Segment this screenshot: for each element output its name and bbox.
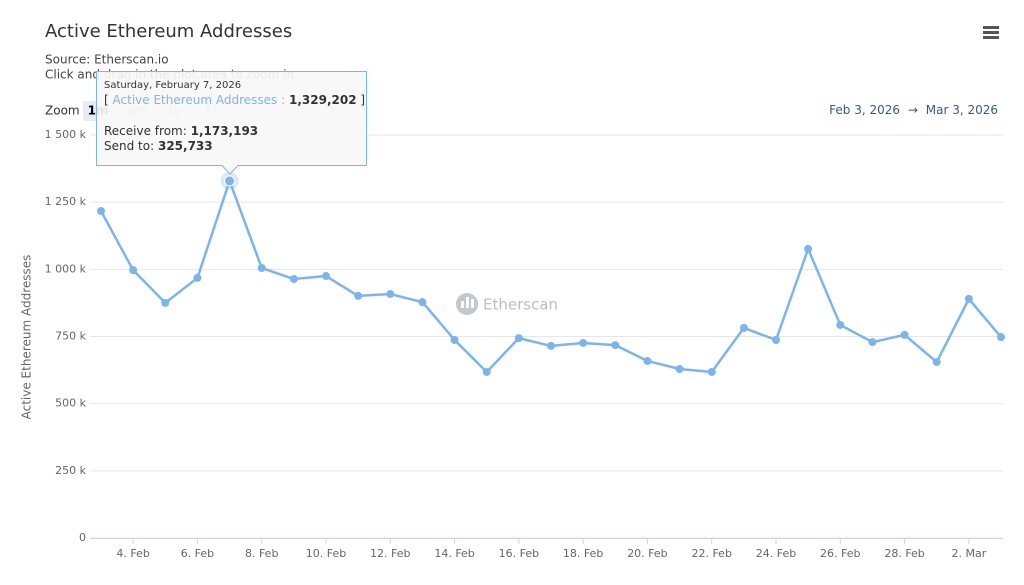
x-tick-label: 2. Mar <box>951 547 986 560</box>
tooltip-date: Saturday, February 7, 2026 <box>104 80 241 91</box>
data-point[interactable] <box>868 338 877 347</box>
data-point[interactable] <box>964 294 973 303</box>
tooltip-separator: : <box>281 93 285 107</box>
range-arrow: → <box>908 103 918 117</box>
chart-title: Active Ethereum Addresses <box>45 21 292 42</box>
tooltip-series-name: Active Ethereum Addresses <box>113 93 278 107</box>
zoom-label: Zoom <box>45 104 80 118</box>
tooltip-receive-value: 1,173,193 <box>191 124 259 138</box>
x-tick-label: 24. Feb <box>756 547 796 560</box>
y-tick-label: 0 <box>79 531 86 544</box>
x-tick-label: 26. Feb <box>820 547 860 560</box>
x-tick-label: 12. Feb <box>370 547 410 560</box>
watermark-text: Etherscan <box>483 296 558 314</box>
data-point[interactable] <box>129 266 138 275</box>
x-tick-label: 16. Feb <box>499 547 539 560</box>
data-point[interactable] <box>932 358 941 367</box>
data-point[interactable] <box>514 334 523 343</box>
x-tick-label: 8. Feb <box>245 547 278 560</box>
data-point[interactable] <box>97 207 105 216</box>
tooltip: Saturday, February 7, 2026 [ Active Ethe… <box>96 71 367 175</box>
chart-subtitle: Source: Etherscan.io <box>45 53 169 67</box>
data-point[interactable] <box>547 341 555 350</box>
tooltip-send: Send to: 325,733 <box>104 139 213 153</box>
data-point[interactable] <box>450 335 459 344</box>
x-tick-label: 20. Feb <box>627 547 667 560</box>
tooltip-open: [ <box>104 93 109 107</box>
data-point[interactable] <box>707 367 716 376</box>
x-tick-label: 10. Feb <box>306 547 346 560</box>
data-point[interactable] <box>354 291 363 300</box>
data-point[interactable] <box>900 330 909 339</box>
x-tick-label: 22. Feb <box>691 547 731 560</box>
x-tick-label: 6. Feb <box>181 547 214 560</box>
x-tick-label: 28. Feb <box>884 547 924 560</box>
tooltip-receive-label: Receive from: <box>104 124 187 138</box>
data-point[interactable] <box>386 290 395 299</box>
data-point[interactable] <box>739 323 748 332</box>
data-point[interactable] <box>772 335 780 344</box>
data-point[interactable] <box>997 333 1005 342</box>
y-tick-label: 250 k <box>55 464 86 477</box>
data-point[interactable] <box>836 320 845 329</box>
y-tick-label: 500 k <box>55 397 86 410</box>
tooltip-receive: Receive from: 1,173,193 <box>104 124 258 138</box>
data-point[interactable] <box>579 338 588 347</box>
tooltip-send-value: 325,733 <box>158 139 213 153</box>
y-tick-label: 1 000 k <box>45 262 87 275</box>
x-tick-label: 14. Feb <box>434 547 474 560</box>
data-point[interactable] <box>161 298 170 307</box>
data-point[interactable] <box>289 275 298 284</box>
x-tick-label: 18. Feb <box>563 547 603 560</box>
data-point[interactable] <box>643 356 652 365</box>
data-point[interactable] <box>675 365 684 374</box>
y-tick-label: 750 k <box>55 330 86 343</box>
range-from[interactable]: Feb 3, 2026 <box>829 103 900 117</box>
tooltip-send-label: Send to: <box>104 139 154 153</box>
range-to[interactable]: Mar 3, 2026 <box>926 103 998 117</box>
y-tick-label: 1 500 k <box>45 128 87 141</box>
tooltip-close: ] <box>360 93 365 107</box>
data-point[interactable] <box>804 244 813 253</box>
data-point[interactable] <box>418 298 427 307</box>
tooltip-box <box>96 71 367 175</box>
data-point[interactable] <box>257 263 266 272</box>
data-point[interactable] <box>224 175 236 187</box>
tooltip-series: [ Active Ethereum Addresses : 1,329,202 … <box>104 93 365 107</box>
range-display: Feb 3, 2026 → Mar 3, 2026 <box>829 103 998 117</box>
watermark: Etherscan <box>456 293 558 315</box>
y-tick-label: 1 250 k <box>45 195 87 208</box>
tooltip-value: 1,329,202 <box>289 93 357 107</box>
data-point[interactable] <box>482 367 491 376</box>
y-axis-title: Active Ethereum Addresses <box>20 255 34 420</box>
menu-button[interactable] <box>980 22 1002 42</box>
data-point[interactable] <box>322 272 330 281</box>
data-point[interactable] <box>193 273 202 282</box>
data-point[interactable] <box>611 341 620 350</box>
x-tick-label: 4. Feb <box>116 547 149 560</box>
